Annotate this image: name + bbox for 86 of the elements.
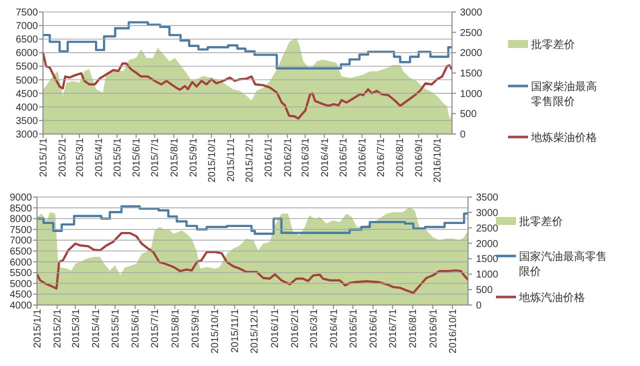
y2-tick-label: 0	[460, 130, 466, 140]
y2-tick-label: 2500	[476, 223, 499, 234]
y-tick-label: 7500	[10, 224, 32, 236]
y2-tick-label: 500	[476, 285, 494, 296]
x-tick-label: 2016/1/1	[270, 308, 281, 348]
x-tick-label: 2015/8/1	[169, 138, 180, 177]
y-tick-label: 8500	[10, 203, 32, 214]
x-tick-label: 2016/1/1	[264, 138, 275, 177]
x-tick-label: 2016/7/1	[388, 308, 400, 348]
x-tick-label: 2015/1/1	[32, 308, 44, 348]
legend-label: 批零差价	[519, 216, 563, 228]
y-tick-label: 3500	[16, 116, 38, 127]
x-tick-label: 2016/9/1	[414, 138, 426, 177]
x-tick-label: 2016/8/1	[408, 308, 420, 348]
x-tick-label: 2015/2/1	[58, 138, 69, 177]
x-tick-label: 2015/5/1	[112, 138, 124, 177]
x-tick-label: 2015/7/1	[150, 308, 162, 348]
x-tick-label: 2015/3/1	[74, 138, 86, 177]
x-tick-label: 2015/3/1	[70, 308, 82, 348]
y2-tick-label: 1500	[476, 254, 499, 266]
x-tick-label: 2015/10/1	[206, 138, 218, 182]
x-tick-label: 2015/7/1	[150, 138, 162, 177]
x-tick-label: 2015/12/1	[244, 138, 256, 182]
x-tick-label: 2015/12/1	[250, 308, 261, 354]
x-tick-label: 2016/6/1	[368, 308, 380, 348]
x-tick-label: 2016/10/1	[432, 138, 444, 182]
x-tick-label: 2016/9/1	[428, 308, 440, 348]
x-tick-label: 2015/9/1	[188, 138, 200, 177]
x-tick-label: 2016/3/1	[300, 138, 312, 177]
x-tick-label: 2016/2/1	[290, 308, 301, 348]
y2-tick-label: 1000	[476, 270, 499, 281]
legend-label: 国家汽油最高零售限价	[519, 250, 607, 278]
y2-tick-label: 0	[476, 300, 482, 312]
x-tick-label: 2015/4/1	[91, 308, 102, 348]
x-tick-label: 2015/11/1	[226, 138, 238, 182]
y2-tick-label: 2000	[476, 238, 499, 250]
y-tick-label: 8000	[10, 214, 32, 226]
x-tick-label: 2016/2/1	[282, 138, 294, 177]
x-tick-label: 2015/5/1	[110, 308, 122, 348]
x-tick-label: 2016/4/1	[320, 138, 331, 177]
y-tick-label: 5000	[16, 75, 38, 86]
y-tick-label: 4500	[10, 290, 32, 301]
x-tick-label: 2016/3/1	[308, 308, 320, 348]
x-tick-label: 2015/1/1	[38, 138, 50, 177]
x-tick-label: 2015/11/1	[230, 308, 242, 353]
y-tick-label: 6500	[10, 246, 32, 258]
y-tick-label: 7500	[16, 8, 38, 18]
x-tick-label: 2015/6/1	[130, 308, 142, 348]
y-tick-label: 4500	[16, 88, 38, 100]
legend-label: 地炼柴油价格	[530, 131, 597, 144]
legend-label: 国家柴油最高零售限价	[531, 80, 597, 108]
x-tick-label: 2015/2/1	[52, 308, 64, 348]
x-tick-label: 2015/4/1	[94, 138, 106, 177]
y-tick-label: 7000	[10, 236, 32, 247]
y2-tick-label: 3500	[476, 192, 499, 204]
y-tick-label: 6000	[10, 257, 32, 268]
y-tick-label: 6500	[16, 34, 38, 46]
x-tick-label: 2016/5/1	[348, 308, 360, 348]
y-tick-label: 3000	[16, 130, 38, 140]
x-tick-label: 2016/7/1	[376, 138, 387, 177]
x-tick-label: 2016/5/1	[338, 138, 350, 177]
y2-tick-label: 1500	[460, 68, 483, 80]
x-tick-label: 2015/8/1	[170, 308, 182, 348]
y2-tick-label: 3000	[476, 208, 499, 219]
y-tick-label: 5000	[10, 278, 32, 290]
x-tick-label: 2015/9/1	[190, 308, 202, 348]
y-tick-label: 5500	[10, 268, 32, 280]
x-tick-label: 2015/6/1	[132, 138, 143, 177]
y2-tick-label: 1000	[460, 88, 483, 100]
y2-tick-label: 500	[460, 109, 478, 120]
x-tick-label: 2016/10/1	[448, 308, 459, 354]
y-tick-label: 9000	[10, 192, 32, 204]
y-tick-label: 4000	[10, 300, 32, 312]
x-tick-label: 2015/10/1	[210, 308, 221, 354]
y-tick-label: 6000	[16, 48, 38, 60]
y-tick-label: 4000	[16, 102, 38, 114]
x-tick-label: 2016/8/1	[395, 138, 406, 177]
y2-tick-label: 2000	[460, 48, 483, 60]
y2-tick-label: 3000	[460, 8, 483, 18]
legend-label: 地炼汽油价格	[518, 291, 585, 304]
y2-tick-label: 2500	[460, 28, 483, 39]
y-tick-label: 7000	[16, 21, 38, 32]
legend-label: 批零差价	[531, 39, 575, 51]
x-tick-label: 2016/6/1	[357, 138, 368, 177]
y-tick-label: 5500	[16, 62, 38, 73]
x-tick-label: 2016/4/1	[328, 308, 340, 348]
